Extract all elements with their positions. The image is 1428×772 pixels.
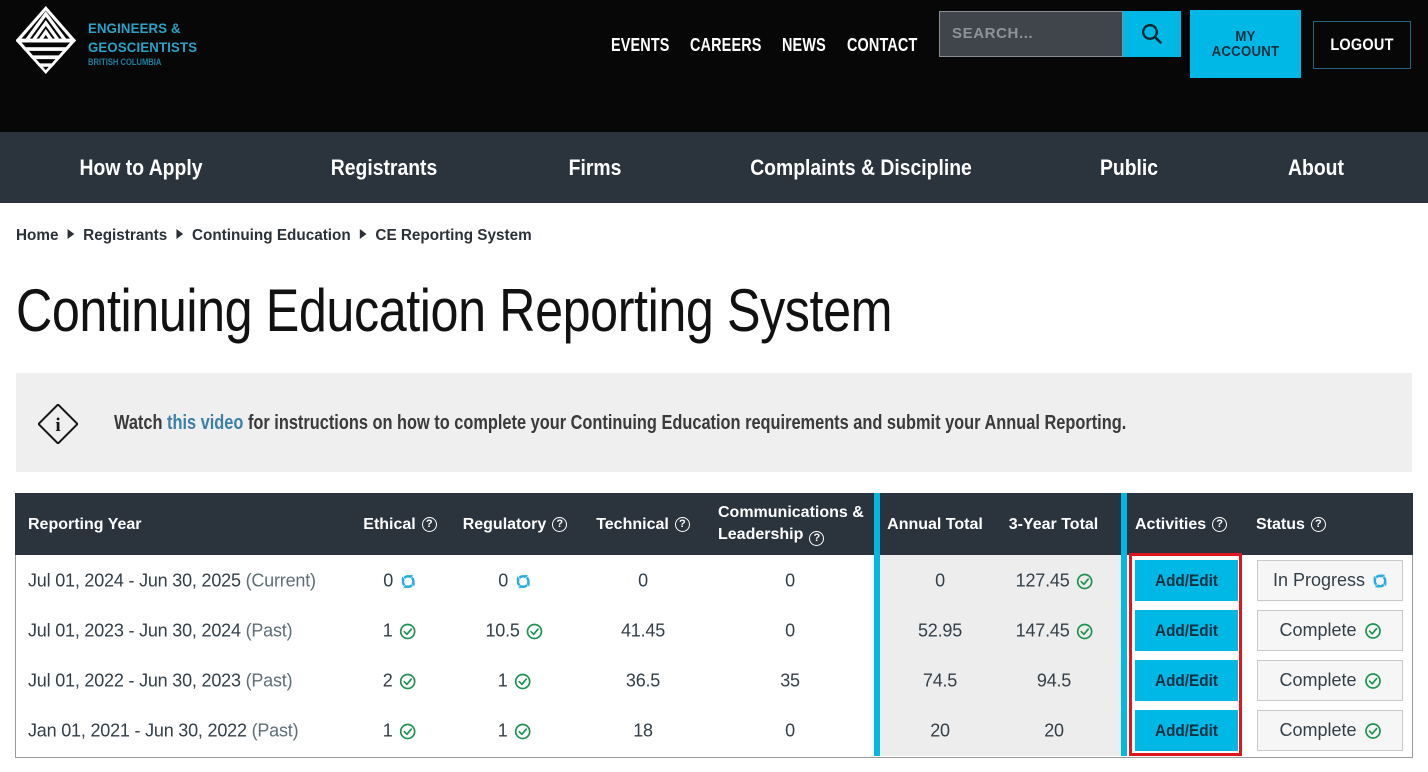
svg-text:i: i: [55, 415, 60, 436]
